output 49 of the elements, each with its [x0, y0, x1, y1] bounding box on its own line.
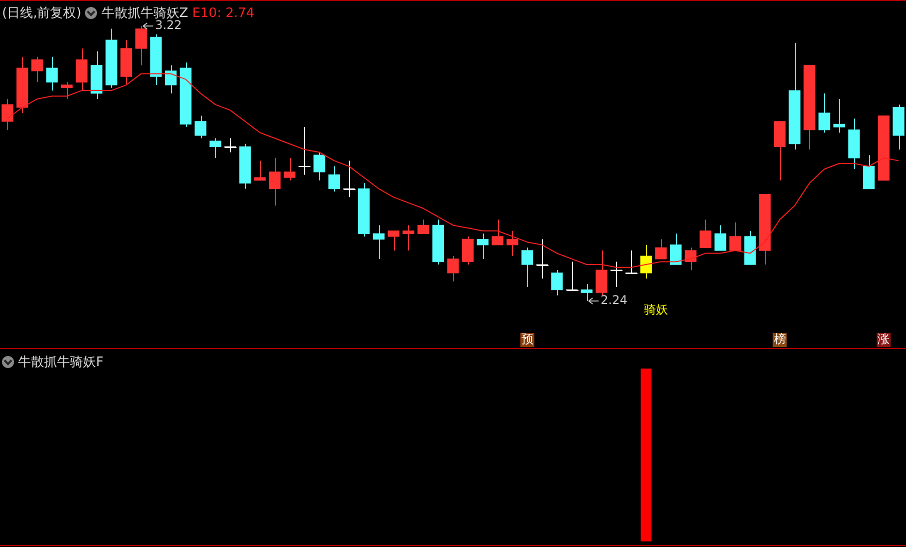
candlestick	[76, 48, 88, 92]
candlestick	[833, 98, 845, 134]
candlestick	[31, 56, 43, 83]
candlestick	[46, 56, 58, 92]
candlestick	[818, 92, 830, 134]
candlestick	[536, 238, 549, 280]
candlestick	[640, 244, 652, 280]
candlestick	[314, 152, 326, 181]
candlestick	[863, 154, 875, 190]
text: 涨	[878, 332, 890, 346]
candlestick	[284, 157, 296, 181]
annotation: 2.24	[600, 293, 628, 308]
candlestick	[135, 26, 147, 66]
candlestick	[164, 64, 177, 94]
text: 骑妖	[644, 302, 668, 317]
candlestick	[580, 284, 592, 302]
candlestick	[596, 250, 608, 296]
candlestick	[476, 233, 489, 260]
candlestick	[684, 247, 696, 271]
text: 榜	[774, 332, 786, 346]
candlestick	[268, 157, 281, 206]
candlestick	[210, 138, 222, 158]
candlestick	[194, 115, 206, 139]
candlestick	[447, 256, 459, 282]
chart-subtitle: 牛散抓牛骑妖Z	[101, 5, 188, 21]
candlestick	[254, 160, 266, 181]
candlestick	[372, 224, 385, 260]
candlestick	[61, 82, 73, 100]
chart-title: 牛散抓牛骑妖F	[18, 354, 104, 371]
candlestick	[700, 219, 712, 248]
candlestick	[506, 230, 518, 257]
candlestick	[714, 224, 726, 251]
candlestick	[388, 230, 400, 251]
text: E10: 2.74	[192, 6, 254, 20]
candlestick	[328, 166, 340, 192]
text: 预	[521, 332, 534, 346]
candlestick	[417, 219, 430, 234]
chart-title: (日线,前复权)	[2, 5, 82, 22]
candlestick	[2, 98, 14, 130]
annotation: 3.22	[155, 18, 182, 32]
candlestick	[492, 219, 504, 246]
candlestick	[625, 250, 638, 274]
candlestick	[521, 247, 534, 288]
candlestick	[670, 233, 682, 266]
candlestick	[655, 238, 667, 260]
candlestick	[462, 236, 474, 266]
candlestick	[729, 222, 742, 251]
candlestick	[402, 224, 414, 251]
candlestick	[551, 270, 563, 296]
